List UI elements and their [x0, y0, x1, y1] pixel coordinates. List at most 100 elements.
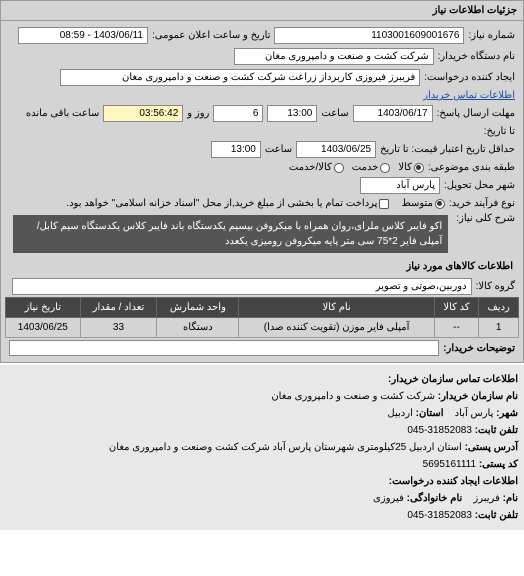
cell-date: 1403/06/25 [6, 318, 81, 338]
contact-province-value: اردبیل [387, 408, 412, 419]
checkbox-icon [379, 199, 389, 209]
purchase-type-label: نوع فرآیند خرید: [449, 198, 515, 209]
day-label: روز و [187, 108, 209, 119]
delivery-city-label: شهر محل تحویل: [444, 180, 515, 191]
radio-goods[interactable]: کالا [398, 162, 424, 173]
buyer-notes-label: توضیحات خریدار: [443, 343, 515, 354]
col-index: ردیف [479, 298, 519, 318]
buyer-org-field: شرکت کشت و صنعت و دامپروری مغان [234, 48, 434, 65]
announce-label: تاریخ و ساعت اعلان عمومی: [152, 30, 271, 41]
announce-field: 1403/06/11 - 08:59 [18, 27, 148, 44]
row-group: گروه کالا: دوربین،صوتی و تصویر [5, 276, 519, 297]
remaining-label: ساعت باقی مانده [26, 108, 99, 119]
row-to-date: تا تاریخ: [5, 124, 519, 139]
contact-org-value: شرکت کشت و صنعت و دامپروری مغان [271, 391, 435, 402]
radio-both[interactable]: کالا/خدمت [289, 162, 344, 173]
creator-phone-value: 31852083-045 [407, 510, 472, 521]
row-deadline: مهلت ارسال پاسخ: 1403/06/17 ساعت 13:00 6… [5, 103, 519, 124]
both-label: کالا/خدمت [289, 162, 332, 173]
col-qty: تعداد / مقدار [80, 298, 157, 318]
desc-label: شرح کلی نیاز: [456, 213, 515, 224]
time-label-2: ساعت [265, 144, 292, 155]
service-label: خدمت [352, 162, 379, 173]
delivery-city-field: پارس آباد [360, 177, 440, 194]
remaining-field: 03:56:42 [103, 105, 183, 122]
row-buyer-org: نام دستگاه خریدار: شرکت کشت و صنعت و دام… [5, 46, 519, 67]
group-field: دوربین،صوتی و تصویر [12, 278, 472, 295]
min-expire-label: حداقل تاریخ اعتبار قیمت: تا تاریخ [380, 144, 515, 155]
contact-org-label: نام سازمان خریدار: [438, 391, 518, 402]
min-expire-time-field: 13:00 [211, 141, 261, 158]
deadline-date-field: 1403/06/17 [353, 105, 433, 122]
cell-index: 1 [479, 318, 519, 338]
time-label-1: ساعت [321, 108, 348, 119]
col-date: تاریخ نیاز [6, 298, 81, 318]
col-code: کد کالا [434, 298, 479, 318]
deadline-time-field: 13:00 [267, 105, 317, 122]
row-min-expire: حداقل تاریخ اعتبار قیمت: تا تاریخ 1403/0… [5, 139, 519, 160]
cell-unit: دستگاه [157, 318, 239, 338]
creator-heading: اطلاعات ایجاد کننده درخواست: [389, 476, 518, 487]
radio-circle-icon [435, 199, 445, 209]
requester-field: فریبرز فیروزی کاربرداز زراعت شرکت کشت و … [60, 69, 420, 86]
req-number-label: شماره نیاز: [468, 30, 515, 41]
goods-table: ردیف کد کالا نام کالا واحد شمارش تعداد /… [5, 297, 519, 338]
to-date-label: تا تاریخ: [484, 126, 515, 137]
req-number-field: 1103001609001676 [274, 27, 464, 44]
buyer-notes-field [9, 340, 439, 356]
creator-name-label: نام: [503, 493, 518, 504]
cell-qty: 33 [80, 318, 157, 338]
creator-phone-label: تلفن ثابت: [475, 510, 518, 521]
radio-medium[interactable]: متوسط [401, 198, 444, 209]
cell-name: آمپلی فایر موزن (تقویت کننده صدا) [239, 318, 434, 338]
group-label: گروه کالا: [476, 281, 515, 292]
contact-phone-label: تلفن ثابت: [475, 425, 518, 436]
min-expire-date-field: 1403/06/25 [296, 141, 376, 158]
creator-name-value: فریبرز [473, 493, 499, 504]
checkbox-payment[interactable]: پرداخت تمام یا بخشی از مبلغ خرید,از محل … [66, 198, 389, 209]
buyer-org-label: نام دستگاه خریدار: [438, 51, 515, 62]
contact-postal-label: آدرس پستی: [465, 442, 518, 453]
row-req-number: شماره نیاز: 1103001609001676 تاریخ و ساع… [5, 25, 519, 46]
payment-note: پرداخت تمام یا بخشی از مبلغ خرید,از محل … [66, 198, 377, 209]
category-label: طبقه بندی موضوعی: [428, 162, 515, 173]
row-requester: ایجاد کننده درخواست: فریبرز فیروزی کاربر… [5, 67, 519, 103]
contact-phone-value: 31852083-045 [407, 425, 472, 436]
contact-province-label: استان: [416, 408, 444, 419]
table-row: 1 -- آمپلی فایر موزن (تقویت کننده صدا) د… [6, 318, 519, 338]
col-name: نام کالا [239, 298, 434, 318]
radio-circle-icon [380, 163, 390, 173]
category-radio-group: کالا خدمت کالا/خدمت [289, 162, 424, 173]
radio-circle-icon [334, 163, 344, 173]
goods-label: کالا [398, 162, 412, 173]
panel-header: جزئیات اطلاعات نیاز [1, 1, 523, 21]
creator-family-value: فیروزی [373, 493, 404, 504]
contact-section: اطلاعات تماس سازمان خریدار: نام سازمان خ… [0, 365, 524, 530]
day-count-field: 6 [213, 105, 263, 122]
contact-postal-value: استان اردبیل 25کیلومتری شهرستان پارس آبا… [109, 442, 462, 453]
radio-service[interactable]: خدمت [352, 162, 391, 173]
form-section: شماره نیاز: 1103001609001676 تاریخ و ساع… [1, 21, 523, 362]
medium-label: متوسط [401, 198, 432, 209]
deadline-label: مهلت ارسال پاسخ: [437, 108, 515, 119]
radio-circle-icon [414, 163, 424, 173]
contact-city-value: پارس آباد [455, 408, 494, 419]
main-panel: جزئیات اطلاعات نیاز شماره نیاز: 11030016… [0, 0, 524, 363]
contact-city-label: شهر: [496, 408, 518, 419]
row-buyer-notes: توضیحات خریدار: [5, 338, 519, 358]
table-header-row: ردیف کد کالا نام کالا واحد شمارش تعداد /… [6, 298, 519, 318]
goods-section-title: اطلاعات کالاهای مورد نیاز [5, 257, 519, 276]
requester-label: ایجاد کننده درخواست: [424, 72, 515, 83]
desc-box: اکو فایبر کلاس ملرای،روان همراه با میکرو… [13, 215, 448, 253]
row-purchase-type: نوع فرآیند خرید: متوسط پرداخت تمام یا بخ… [5, 196, 519, 211]
creator-family-label: نام خانوادگی: [407, 493, 463, 504]
row-delivery-city: شهر محل تحویل: پارس آباد [5, 175, 519, 196]
contact-heading: اطلاعات تماس سازمان خریدار: [388, 374, 518, 385]
contact-postcode-label: کد پستی: [479, 459, 518, 470]
contact-link[interactable]: اطلاعات تماس خریدار [423, 90, 515, 101]
row-desc: شرح کلی نیاز: اکو فایبر کلاس ملرای،روان … [5, 211, 519, 257]
cell-code: -- [434, 318, 479, 338]
contact-postcode-value: 5695161111 [423, 459, 476, 470]
col-unit: واحد شمارش [157, 298, 239, 318]
row-category: طبقه بندی موضوعی: کالا خدمت کالا/خدمت [5, 160, 519, 175]
